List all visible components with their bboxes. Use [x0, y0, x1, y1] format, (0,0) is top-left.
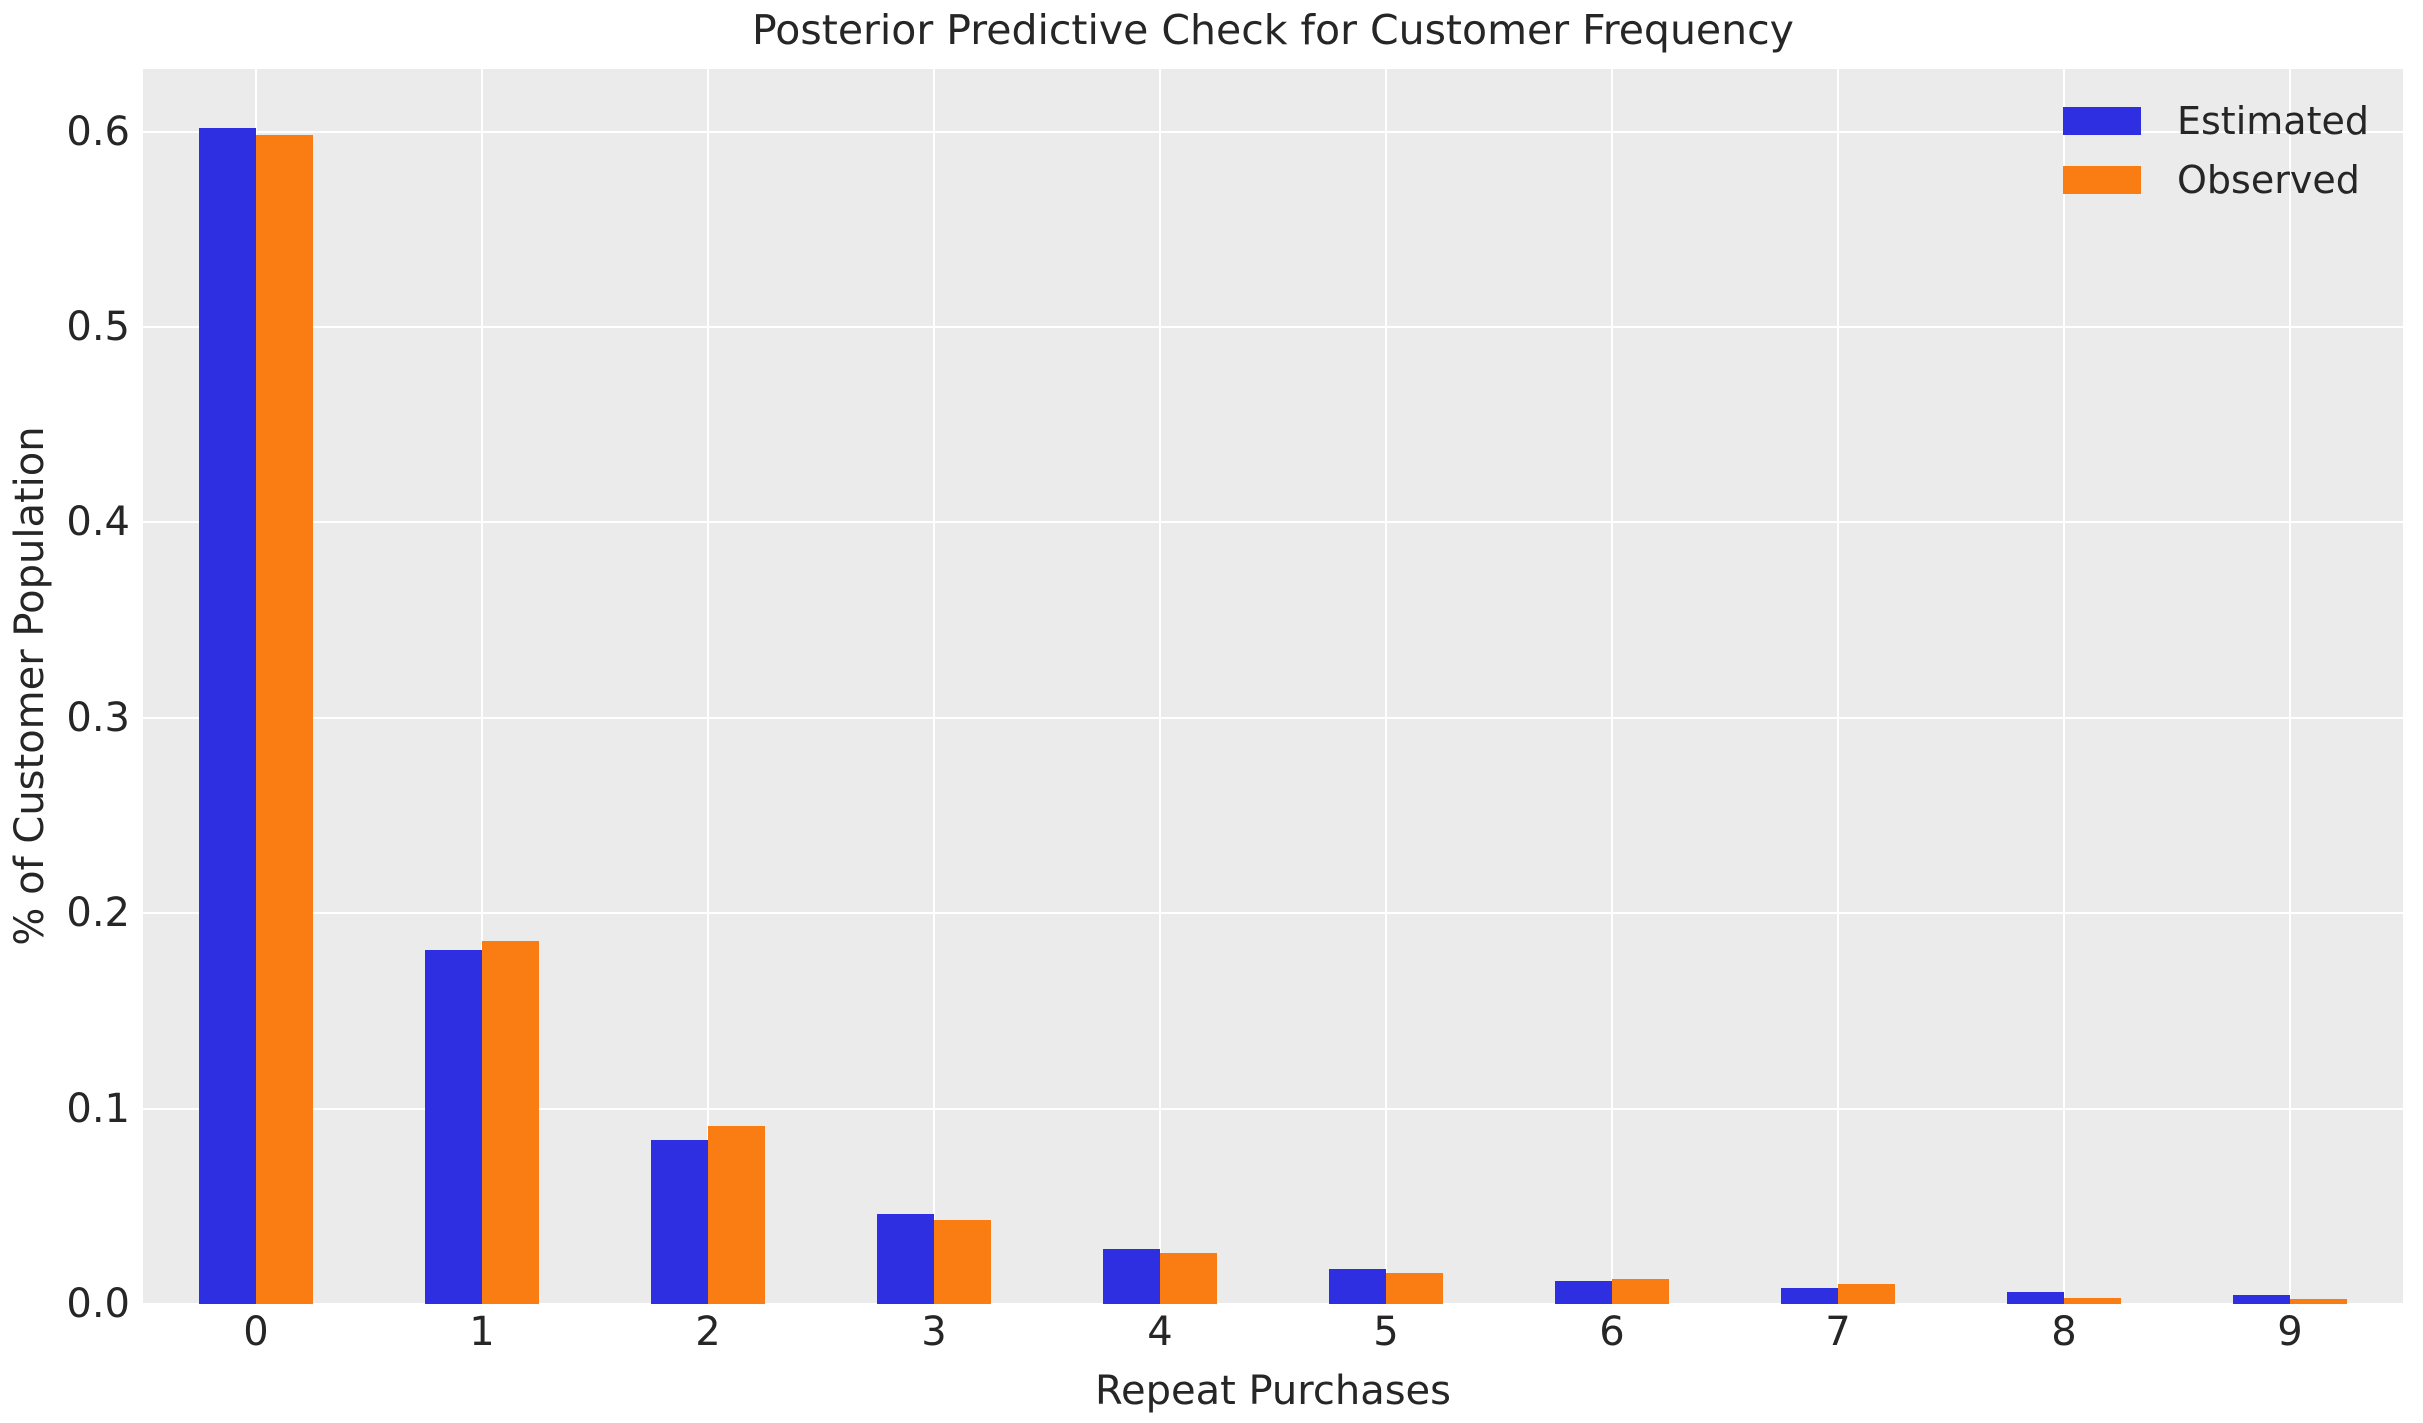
x-tick-label-4: 4 [1147, 1309, 1173, 1355]
gridline-h-0.6 [143, 130, 2403, 133]
legend-swatch-estimated-icon [2063, 107, 2141, 135]
y-tick-label-0.1: 0.1 [66, 1085, 130, 1132]
bar-estimated-7 [1781, 1288, 1838, 1304]
x-axis-label: Repeat Purchases [1095, 1368, 1451, 1414]
gridline-h-0.0 [143, 1303, 2403, 1304]
x-tick-label-0: 0 [243, 1309, 269, 1355]
legend-label-estimated: Estimated [2177, 99, 2369, 143]
x-tick-label-3: 3 [921, 1309, 947, 1355]
legend: Estimated Observed [2063, 102, 2369, 220]
bar-observed-6 [1612, 1278, 1669, 1304]
gridline-v-9 [2289, 69, 2291, 1304]
gridline-v-3 [933, 69, 935, 1304]
plot-area [143, 69, 2403, 1304]
gridline-h-0.5 [143, 325, 2403, 328]
bar-estimated-1 [425, 950, 482, 1304]
bar-estimated-4 [1103, 1249, 1160, 1304]
gridline-h-0.1 [143, 1107, 2403, 1110]
bar-estimated-2 [651, 1139, 708, 1304]
gridline-v-1 [481, 69, 483, 1304]
bar-observed-5 [1386, 1272, 1443, 1304]
x-tick-label-7: 7 [1825, 1309, 1851, 1355]
bar-observed-2 [708, 1126, 765, 1304]
bar-observed-7 [1838, 1284, 1895, 1304]
bar-observed-0 [256, 135, 313, 1304]
bar-observed-1 [482, 940, 539, 1304]
x-tick-label-9: 9 [2277, 1309, 2303, 1355]
gridline-v-2 [707, 69, 709, 1304]
bar-observed-9 [2290, 1299, 2347, 1304]
legend-swatch-observed-icon [2063, 166, 2141, 194]
bar-estimated-6 [1555, 1280, 1612, 1304]
bar-estimated-0 [199, 127, 256, 1304]
chart-title: Posterior Predictive Check for Customer … [752, 6, 1794, 54]
y-tick-label-0.5: 0.5 [66, 303, 130, 350]
bar-observed-3 [934, 1219, 991, 1304]
gridline-v-8 [2063, 69, 2065, 1304]
bar-estimated-8 [2007, 1292, 2064, 1304]
bar-estimated-3 [877, 1214, 934, 1304]
y-tick-label-0.6: 0.6 [66, 108, 130, 155]
y-tick-label-0.4: 0.4 [66, 499, 130, 546]
y-tick-label-0.3: 0.3 [66, 694, 130, 741]
gridline-v-5 [1385, 69, 1387, 1304]
gridline-v-4 [1159, 69, 1161, 1304]
bar-observed-4 [1160, 1253, 1217, 1304]
bar-estimated-5 [1329, 1268, 1386, 1304]
y-tick-label-0.2: 0.2 [66, 890, 130, 937]
x-tick-label-8: 8 [2051, 1309, 2077, 1355]
legend-label-observed: Observed [2177, 158, 2360, 202]
gridline-v-7 [1837, 69, 1839, 1304]
legend-row-observed: Observed [2063, 161, 2369, 199]
x-tick-label-6: 6 [1599, 1309, 1625, 1355]
bar-estimated-9 [2233, 1295, 2290, 1304]
gridline-h-0.4 [143, 521, 2403, 524]
x-tick-label-5: 5 [1373, 1309, 1399, 1355]
legend-row-estimated: Estimated [2063, 102, 2369, 140]
x-tick-label-1: 1 [469, 1309, 495, 1355]
y-tick-label-0.0: 0.0 [66, 1281, 130, 1327]
gridline-v-6 [1611, 69, 1613, 1304]
gridline-h-0.2 [143, 912, 2403, 915]
bar-observed-8 [2064, 1298, 2121, 1304]
gridline-h-0.3 [143, 716, 2403, 719]
x-tick-label-2: 2 [695, 1309, 721, 1355]
